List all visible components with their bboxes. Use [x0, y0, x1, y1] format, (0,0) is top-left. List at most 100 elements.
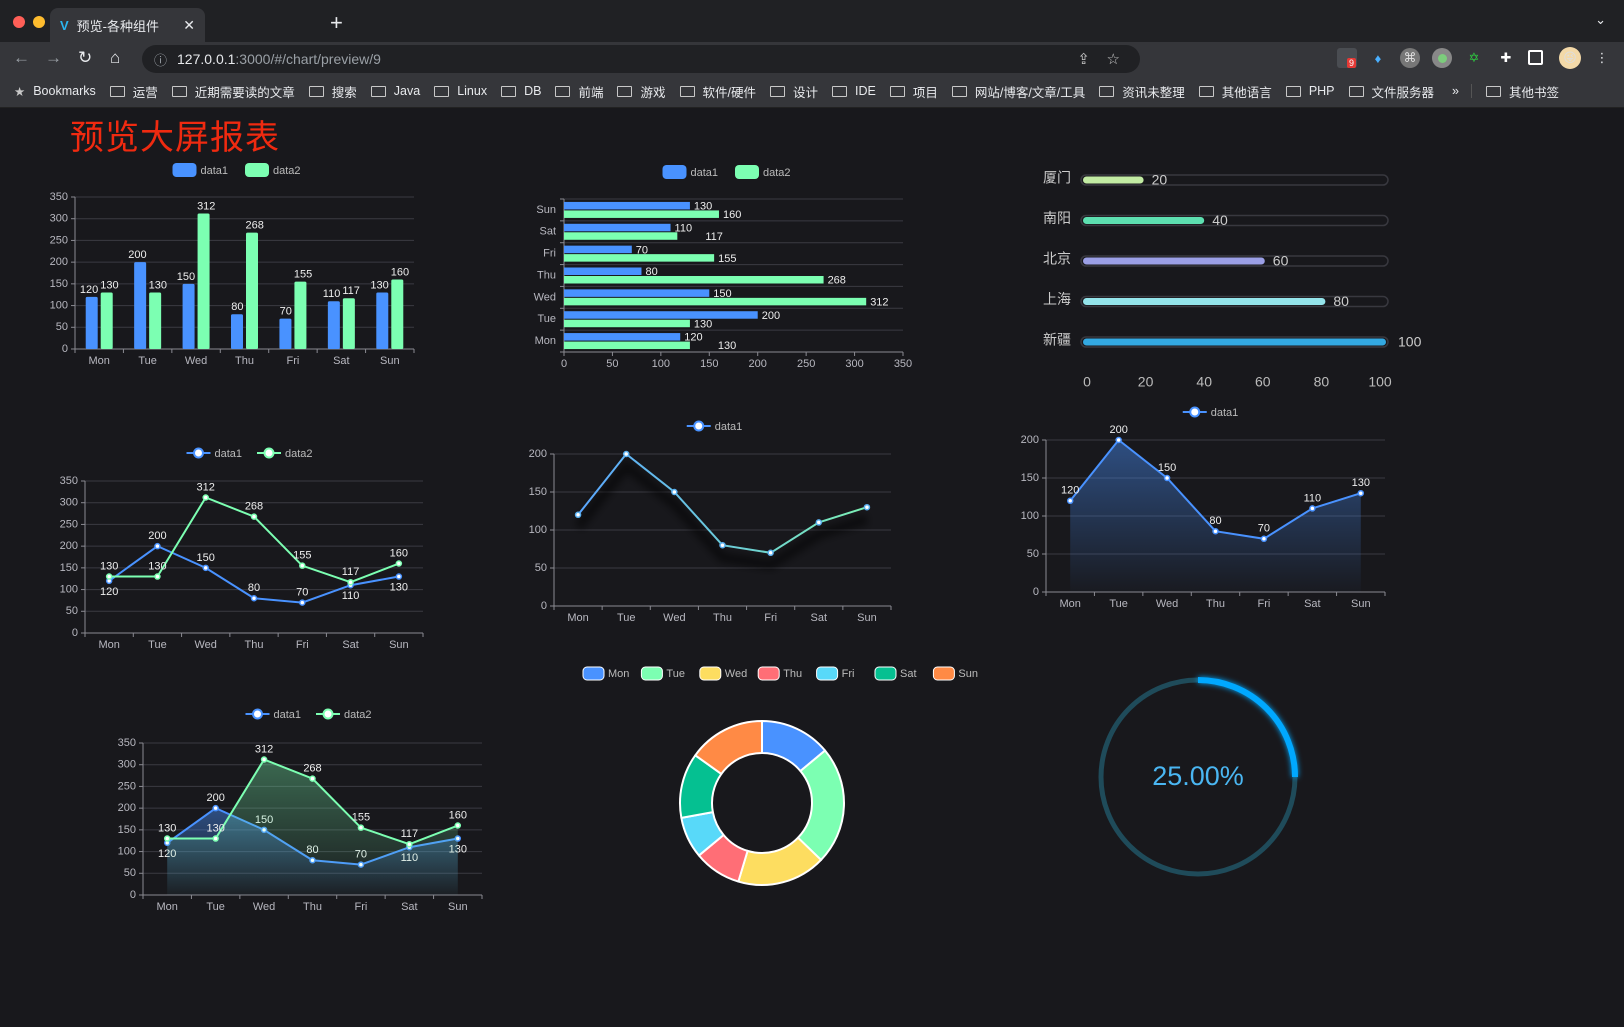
data-label: 120 — [80, 284, 98, 296]
legend-item-Wed[interactable]: Wed — [699, 666, 747, 681]
extension-icon[interactable]: 9 — [1337, 48, 1357, 68]
folder-icon — [1099, 85, 1115, 97]
new-tab-button[interactable]: + — [330, 10, 343, 35]
bookmark-17[interactable]: 文件服务器 — [1348, 82, 1434, 101]
close-window-button[interactable] — [13, 16, 25, 28]
menu-icon[interactable]: ⋮ — [1595, 50, 1609, 65]
data-label: 268 — [245, 501, 263, 513]
y-tick-label: 300 — [50, 213, 68, 225]
bookmark-1[interactable]: 运营 — [109, 82, 158, 101]
bookmark-8[interactable]: 游戏 — [617, 82, 666, 101]
bookmark-12[interactable]: 项目 — [889, 82, 938, 101]
progress-fill — [1083, 257, 1265, 265]
bookmark-14[interactable]: 资讯未整理 — [1099, 82, 1185, 101]
legend-swatch-icon — [932, 666, 955, 681]
legend-item-data1[interactable]: data1 — [1182, 406, 1239, 419]
bar-data1-Thu — [564, 267, 642, 275]
bookmark-label: 前端 — [578, 85, 604, 100]
legend-swatch-icon — [757, 666, 780, 681]
diamond-extension-icon[interactable]: ♦ — [1374, 50, 1382, 66]
point-data2-Sat — [406, 840, 413, 848]
forward-icon[interactable]: → — [45, 48, 62, 67]
legend-item-data1[interactable]: data1 — [172, 163, 229, 177]
home-icon[interactable]: ⌂ — [110, 48, 121, 67]
data-label: 160 — [723, 209, 741, 221]
point-data2-Tue — [154, 573, 161, 580]
data-label: 150 — [713, 288, 731, 300]
bookmark-9[interactable]: 软件/硬件 — [679, 82, 756, 101]
x-tick-label: Sun — [1351, 598, 1371, 610]
bookmark-10[interactable]: 设计 — [769, 82, 818, 101]
x-tick-label: Sat — [811, 612, 828, 624]
bar-data2-Sun — [391, 279, 404, 349]
bookmark-16[interactable]: PHP — [1285, 84, 1335, 98]
bookmark-0[interactable]: ★ Bookmarks — [14, 84, 96, 99]
legend-item-data2[interactable]: data2 — [316, 708, 372, 721]
point-data2-Mon — [105, 573, 113, 580]
browser-tab[interactable]: V 预览-各种组件 ✕ — [50, 8, 205, 42]
other-bookmarks[interactable]: 其他书签 — [1485, 82, 1559, 101]
data-label: 80 — [231, 301, 243, 313]
legend-item-data1[interactable]: data1 — [686, 420, 743, 433]
data-label: 117 — [342, 285, 360, 297]
y-tick-label: 150 — [118, 824, 136, 836]
y-tick-label: 50 — [124, 867, 136, 879]
folder-icon — [1285, 85, 1301, 97]
circle-extension-icon[interactable] — [1432, 48, 1452, 68]
legend-item-Fri[interactable]: Fri — [816, 666, 855, 681]
close-tab-icon[interactable]: ✕ — [183, 16, 195, 33]
legend-item-data1[interactable]: data1 — [186, 447, 243, 460]
star-extension-icon[interactable]: ✡ — [1468, 50, 1480, 65]
legend-item-Mon[interactable]: Mon — [582, 666, 629, 681]
legend-item-data1[interactable]: data1 — [662, 165, 719, 179]
site-info-icon[interactable]: ⓘ — [154, 52, 168, 68]
legend-item-Sat[interactable]: Sat — [874, 666, 917, 681]
y-tick-label: Thu — [537, 269, 556, 281]
puzzle-extensions-icon[interactable]: ✚ — [1500, 50, 1512, 65]
share-icon[interactable]: ⇪ — [1077, 51, 1090, 68]
bookmark-2[interactable]: 近期需要读的文章 — [171, 82, 295, 101]
reload-icon[interactable]: ↻ — [78, 48, 93, 67]
legend-item-Sun[interactable]: Sun — [932, 666, 978, 681]
x-tick-label: 100 — [652, 358, 670, 370]
address-bar[interactable]: ⓘ 127.0.0.1:3000/#/chart/preview/9 ⇪ ☆ — [142, 45, 1140, 73]
bookmark-5[interactable]: Linux — [434, 84, 487, 98]
data-label: 117 — [705, 231, 723, 243]
bookmarks-overflow-button[interactable]: » — [1452, 84, 1472, 98]
folder-icon — [555, 85, 571, 97]
legend-item-data2[interactable]: data2 — [257, 447, 313, 460]
side-panel-icon[interactable] — [1528, 50, 1543, 65]
legend-item-data2[interactable]: data2 — [735, 165, 791, 179]
legend-label: Thu — [783, 668, 802, 680]
data-label: 70 — [636, 244, 648, 256]
folder-icon — [308, 85, 324, 97]
bookmark-star-icon[interactable]: ☆ — [1106, 51, 1120, 68]
command-extension-icon[interactable]: ⌘ — [1400, 48, 1420, 68]
bar-data2-Fri — [564, 254, 715, 262]
profile-avatar[interactable]: 😜 — [1559, 47, 1581, 69]
data-label: 130 — [100, 279, 118, 291]
bookmark-15[interactable]: 其他语言 — [1198, 82, 1272, 101]
legend-item-data2[interactable]: data2 — [245, 163, 301, 177]
bookmarks-bar: ★ Bookmarks 运营 近期需要读的文章 搜索 Java Linux DB 前端 游戏 软件/… — [0, 75, 1624, 108]
minimize-window-button[interactable] — [33, 16, 45, 28]
bookmark-11[interactable]: IDE — [832, 84, 876, 98]
bookmark-7[interactable]: 前端 — [555, 82, 603, 101]
bookmark-13[interactable]: 网站/博客/文章/工具 — [951, 82, 1085, 101]
x-tick-label: Sat — [1304, 598, 1321, 610]
data-label: 130 — [206, 822, 224, 834]
bookmark-label: Bookmarks — [33, 84, 96, 98]
back-icon[interactable]: ← — [13, 48, 30, 67]
folder-icon — [1485, 85, 1501, 97]
tab-search-chevron-icon[interactable]: ⌄ — [1595, 12, 1606, 27]
y-tick-label: 100 — [60, 583, 78, 595]
bookmark-3[interactable]: 搜索 — [308, 82, 357, 101]
legend-item-Tue[interactable]: Tue — [640, 666, 685, 681]
bookmark-6[interactable]: DB — [501, 84, 541, 98]
bar-data1-Sat — [327, 301, 340, 349]
data-label: 200 — [762, 310, 780, 322]
legend-item-Thu[interactable]: Thu — [757, 666, 802, 681]
point-data2-Sun — [454, 822, 462, 829]
bookmark-4[interactable]: Java — [370, 84, 420, 98]
legend-item-data1[interactable]: data1 — [245, 708, 302, 721]
